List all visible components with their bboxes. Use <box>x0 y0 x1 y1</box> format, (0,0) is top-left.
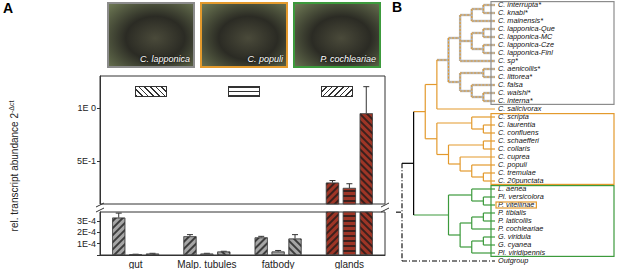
svg-text:C. walshi*: C. walshi* <box>498 87 531 97</box>
svg-text:C. confluens: C. confluens <box>498 127 539 137</box>
svg-text:1E-4: 1E-4 <box>77 239 96 249</box>
svg-text:P. cochleariae: P. cochleariae <box>498 223 544 233</box>
svg-text:G. viridula: G. viridula <box>498 231 531 241</box>
html-text:C. lapponica: C. lapponica <box>140 54 190 64</box>
svg-text:A: A <box>3 0 13 16</box>
svg-text:C. salicivorax: C. salicivorax <box>498 103 542 113</box>
svg-text:Pl. versicolora: Pl. versicolora <box>498 191 544 201</box>
html-text:P. cochleariae: P. cochleariae <box>320 54 376 64</box>
svg-text:C. collaris: C. collaris <box>498 143 530 153</box>
svg-text:C. mainensis*: C. mainensis* <box>498 15 543 25</box>
svg-text:C. lapponica-Que: C. lapponica-Que <box>498 23 555 33</box>
svg-text:C. littorea*: C. littorea* <box>498 71 533 81</box>
svg-text:C. cuprea: C. cuprea <box>498 151 530 161</box>
svg-text:2E-4: 2E-4 <box>77 227 96 237</box>
svg-text:C. lapponica-MC: C. lapponica-MC <box>498 31 553 41</box>
svg-text:C. populi: C. populi <box>498 159 527 169</box>
svg-text:3E-4: 3E-4 <box>77 216 96 226</box>
svg-text:C. schaefferi: C. schaefferi <box>498 135 539 145</box>
svg-text:gut: gut <box>129 259 143 269</box>
svg-text:C. sp*: C. sp* <box>498 55 518 65</box>
svg-text:rel. transcript abundance 2: rel. transcript abundance 2 <box>9 113 20 232</box>
svg-text:C. 20punctata: C. 20punctata <box>498 175 544 185</box>
svg-text:1E 0: 1E 0 <box>77 103 96 113</box>
svg-text:C. lapponica-Cze: C. lapponica-Cze <box>498 39 554 49</box>
svg-text:P. tibialis: P. tibialis <box>498 207 527 217</box>
svg-text:C. aenicollis*: C. aenicollis* <box>498 63 541 73</box>
svg-text:Outgroup: Outgroup <box>498 256 528 265</box>
svg-text:C. falsa: C. falsa <box>498 79 523 89</box>
svg-text:glands: glands <box>335 259 364 269</box>
svg-text:Pl. viridipennis: Pl. viridipennis <box>498 247 545 257</box>
svg-text:P. laticollis: P. laticollis <box>498 215 532 225</box>
svg-text:Malp. tubules: Malp. tubules <box>177 259 236 269</box>
svg-text:C. laurentia: C. laurentia <box>498 119 536 129</box>
svg-text:G. cyanea: G. cyanea <box>498 239 532 249</box>
svg-text:P. vitellinae: P. vitellinae <box>498 199 535 209</box>
svg-text:fatbody: fatbody <box>262 259 295 269</box>
svg-text:C. lapponica-Finl: C. lapponica-Finl <box>498 47 553 57</box>
svg-text:C. interna*: C. interna* <box>498 95 533 105</box>
svg-text:C. tremulae: C. tremulae <box>498 167 536 177</box>
html-text:C. populi: C. populi <box>247 54 283 64</box>
svg-text:5E-1: 5E-1 <box>77 156 96 166</box>
svg-text:-Δct: -Δct <box>8 101 15 114</box>
svg-text:B: B <box>392 0 402 15</box>
svg-text:C. knabi*: C. knabi* <box>498 7 528 17</box>
